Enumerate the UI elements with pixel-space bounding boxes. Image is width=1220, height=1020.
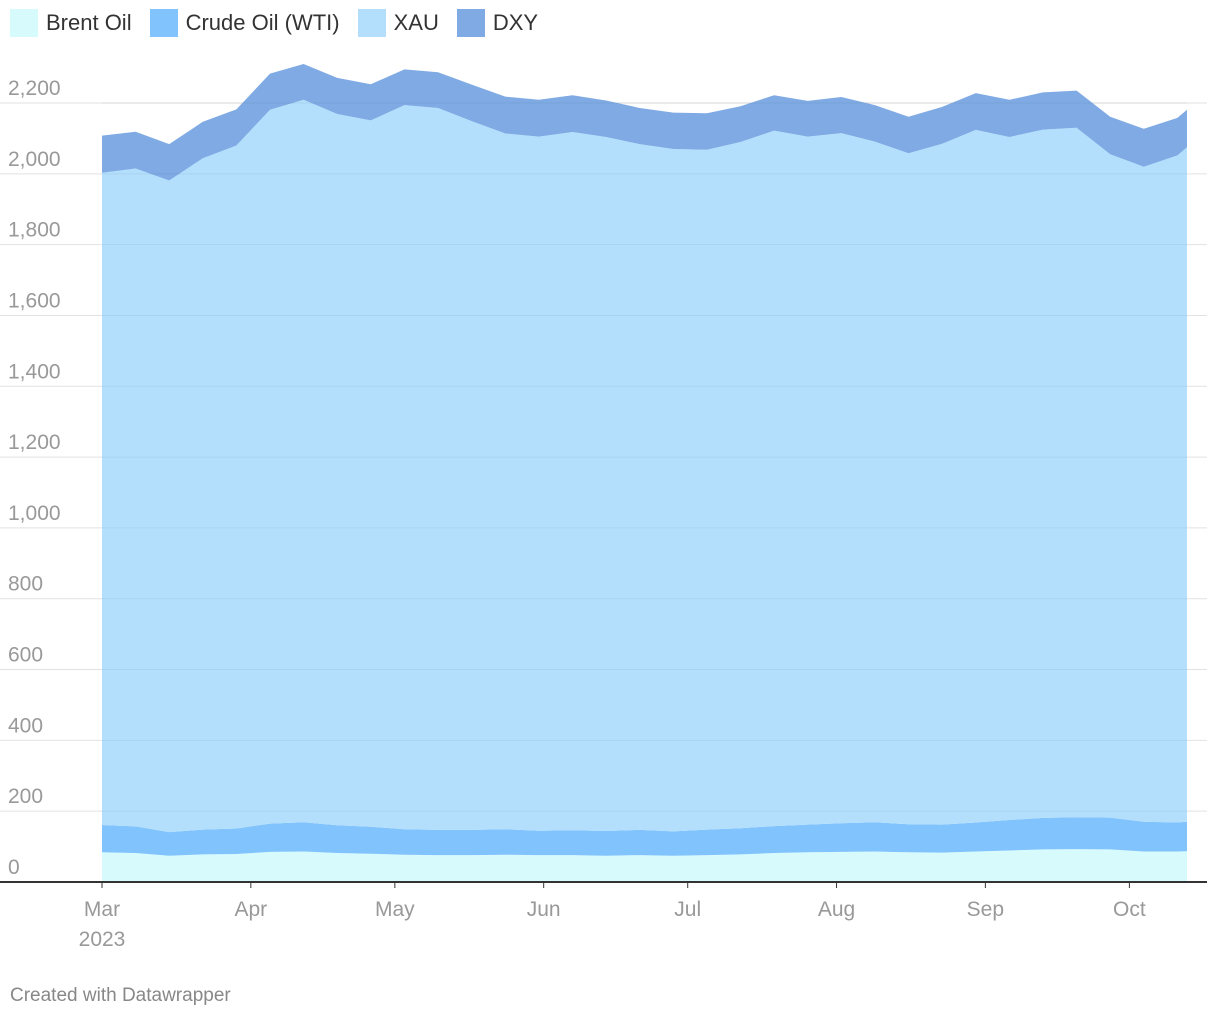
x-tick-label: Sep — [967, 898, 1004, 921]
y-tick-label: 1,600 — [8, 289, 61, 312]
x-tick-label: Aug — [818, 898, 855, 921]
stacked-areas — [102, 64, 1187, 882]
y-tick-label: 0 — [8, 856, 20, 879]
y-tick-label: 2,000 — [8, 148, 61, 171]
x-tick-label: Apr — [234, 898, 267, 921]
chart-legend: Brent Oil Crude Oil (WTI) XAU DXY — [10, 8, 556, 38]
legend-swatch-brent-oil — [10, 9, 38, 37]
area-series-brent-oil — [102, 849, 1187, 882]
legend-label-crude-oil-wti: Crude Oil (WTI) — [185, 10, 340, 35]
x-tick-sublabel: 2023 — [79, 928, 126, 951]
area-series-crude-oil-wti — [102, 817, 1187, 856]
y-tick-label: 1,800 — [8, 219, 61, 242]
y-tick-label: 1,000 — [8, 502, 61, 525]
legend-label-brent-oil: Brent Oil — [46, 10, 132, 35]
area-series-dxy — [102, 64, 1187, 181]
x-tick-label: Jun — [527, 898, 561, 921]
legend-swatch-xau — [357, 9, 386, 37]
y-tick-label: 600 — [8, 644, 43, 667]
x-tick-label: Oct — [1113, 898, 1146, 921]
legend-swatch-dxy — [456, 9, 485, 37]
y-tick-label: 1,200 — [8, 431, 61, 454]
legend-swatch-crude-oil-wti — [149, 9, 178, 37]
y-tick-label: 200 — [8, 785, 43, 808]
legend-item-xau: XAU — [357, 9, 439, 37]
area-chart: 0 200 400 600 800 1,000 1,200 1,400 1,600 1,800 2,… — [0, 64, 1207, 951]
legend-label-xau: XAU — [393, 10, 439, 35]
x-tick-label: Jul — [674, 898, 701, 921]
legend-item-crude-oil-wti: Crude Oil (WTI) — [149, 9, 340, 37]
axes: 0 200 400 600 800 1,000 1,200 1,400 1,600 1,800 2,… — [0, 77, 1207, 951]
legend-label-dxy: DXY — [492, 10, 539, 35]
y-tick-label: 800 — [8, 573, 43, 596]
x-tick-label: May — [375, 898, 415, 921]
x-tick-label: Mar — [84, 898, 120, 921]
y-tick-label: 1,400 — [8, 360, 61, 383]
area-series-xau — [102, 99, 1187, 833]
y-tick-label: 2,200 — [8, 77, 61, 100]
datawrapper-credit: Created with Datawrapper — [10, 985, 231, 1006]
legend-item-brent-oil: Brent Oil — [10, 9, 132, 37]
legend-item-dxy: DXY — [456, 9, 539, 37]
y-tick-label: 400 — [8, 714, 43, 737]
